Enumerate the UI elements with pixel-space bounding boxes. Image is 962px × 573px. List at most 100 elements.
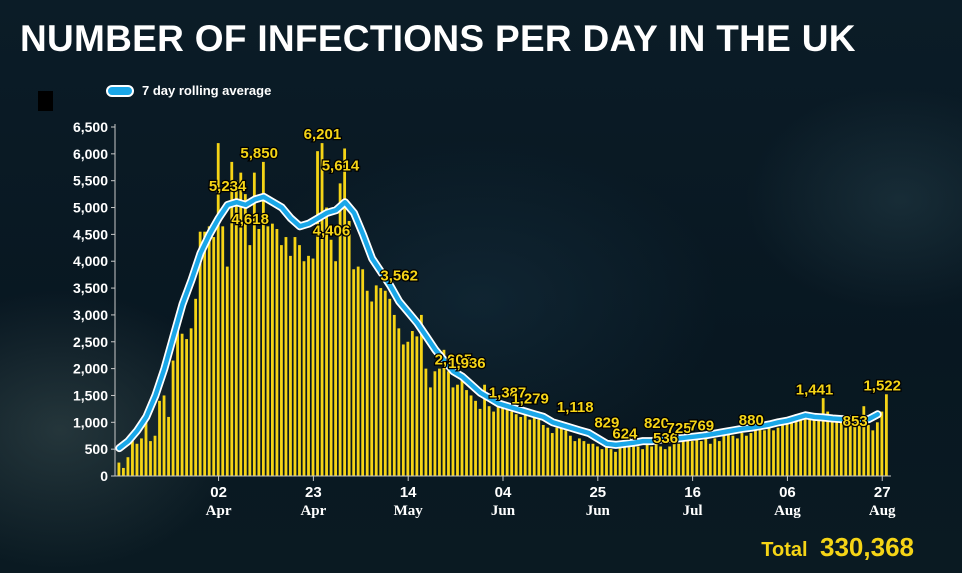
bar: [388, 298, 392, 476]
bar: [275, 229, 279, 476]
bar: [587, 443, 590, 476]
bar: [866, 424, 870, 476]
bar: [618, 446, 622, 476]
bar: [514, 414, 518, 476]
bar: [198, 231, 202, 476]
bar: [289, 255, 292, 476]
bar: [821, 398, 825, 476]
bar: [167, 416, 170, 476]
data-label: 2,005: [435, 351, 473, 368]
bar: [785, 419, 789, 476]
x-axis: 02 Apr 23 Apr 14 May 04 Jun 25 Jun 16 Jul 06 Aug 27 Aug: [115, 475, 896, 519]
bar: [447, 371, 450, 476]
y-tick-label: 4,500: [73, 226, 108, 242]
bar: [532, 416, 536, 476]
bar: [140, 438, 143, 476]
bar: [234, 180, 238, 476]
x-tick-month: Jul: [683, 503, 703, 519]
bar: [149, 441, 152, 476]
bar: [731, 435, 735, 476]
bar: [478, 408, 482, 476]
bar: [171, 360, 175, 476]
bar: [370, 301, 374, 476]
bar: [483, 384, 486, 476]
bar: [884, 394, 888, 476]
bar: [654, 441, 658, 476]
data-label: 829: [594, 414, 619, 431]
bar: [875, 422, 879, 476]
bar: [862, 406, 866, 476]
bar: [451, 387, 455, 476]
bar: [347, 220, 351, 476]
bar: [817, 414, 821, 476]
bar: [772, 430, 775, 476]
bar: [410, 331, 414, 476]
black-square-mark: [38, 91, 53, 111]
y-tick-label: 4,000: [73, 253, 108, 269]
bar: [334, 261, 337, 476]
bar: [781, 424, 784, 476]
bar: [379, 288, 383, 476]
data-label: 4,406: [313, 222, 351, 239]
bar: [591, 443, 595, 476]
y-tick-label: 6,000: [73, 146, 108, 162]
bar: [117, 462, 121, 476]
bar: [505, 408, 509, 476]
bar: [424, 368, 428, 476]
bar: [284, 237, 288, 476]
x-tick-day: 23: [305, 484, 322, 501]
x-tick-day: 27: [874, 484, 891, 501]
bar: [438, 368, 441, 476]
bar: [221, 226, 225, 476]
bar: [180, 333, 184, 476]
bar: [623, 441, 626, 476]
bar: [812, 416, 816, 476]
data-label: 1,387: [489, 385, 527, 402]
chart-title: NUMBER OF INFECTIONS PER DAY IN THE UK: [20, 18, 856, 59]
bar: [826, 411, 830, 476]
x-tick-month: May: [394, 503, 424, 519]
bar: [830, 416, 834, 476]
bar: [158, 400, 161, 476]
data-label: 1,522: [863, 377, 901, 394]
bar: [135, 443, 139, 476]
bar: [799, 419, 803, 476]
bar: [704, 438, 708, 476]
bar: [726, 433, 730, 476]
bar: [194, 298, 198, 476]
bar: [429, 387, 432, 476]
bar: [126, 457, 130, 476]
bar: [663, 449, 667, 476]
x-tick-day: 14: [400, 484, 417, 501]
x-tick-month: Jun: [586, 503, 611, 519]
bar: [605, 446, 608, 476]
bar: [189, 328, 193, 476]
total-label: Total: [761, 539, 808, 561]
bar: [343, 148, 347, 477]
rolling-average-line: [115, 192, 882, 453]
bar: [582, 441, 586, 476]
data-label: 880: [739, 412, 764, 429]
bar: [754, 430, 757, 476]
bar: [419, 314, 423, 476]
bar: [614, 451, 617, 476]
bar: [699, 441, 703, 476]
bar: [564, 430, 568, 476]
data-label: 1,118: [557, 399, 594, 416]
bar: [835, 419, 839, 476]
bar: [708, 443, 712, 476]
bar: [293, 237, 297, 476]
data-label: 820: [644, 415, 669, 432]
bar: [302, 261, 306, 476]
bar: [690, 441, 694, 476]
bar: [456, 384, 459, 476]
bar: [406, 341, 410, 476]
data-label: 769: [689, 418, 714, 435]
bar: [717, 441, 721, 476]
x-tick-month: Apr: [206, 503, 232, 519]
bar: [839, 419, 843, 476]
bar: [857, 419, 861, 476]
bar: [659, 446, 663, 476]
bar: [736, 438, 739, 476]
bar: [356, 266, 360, 476]
